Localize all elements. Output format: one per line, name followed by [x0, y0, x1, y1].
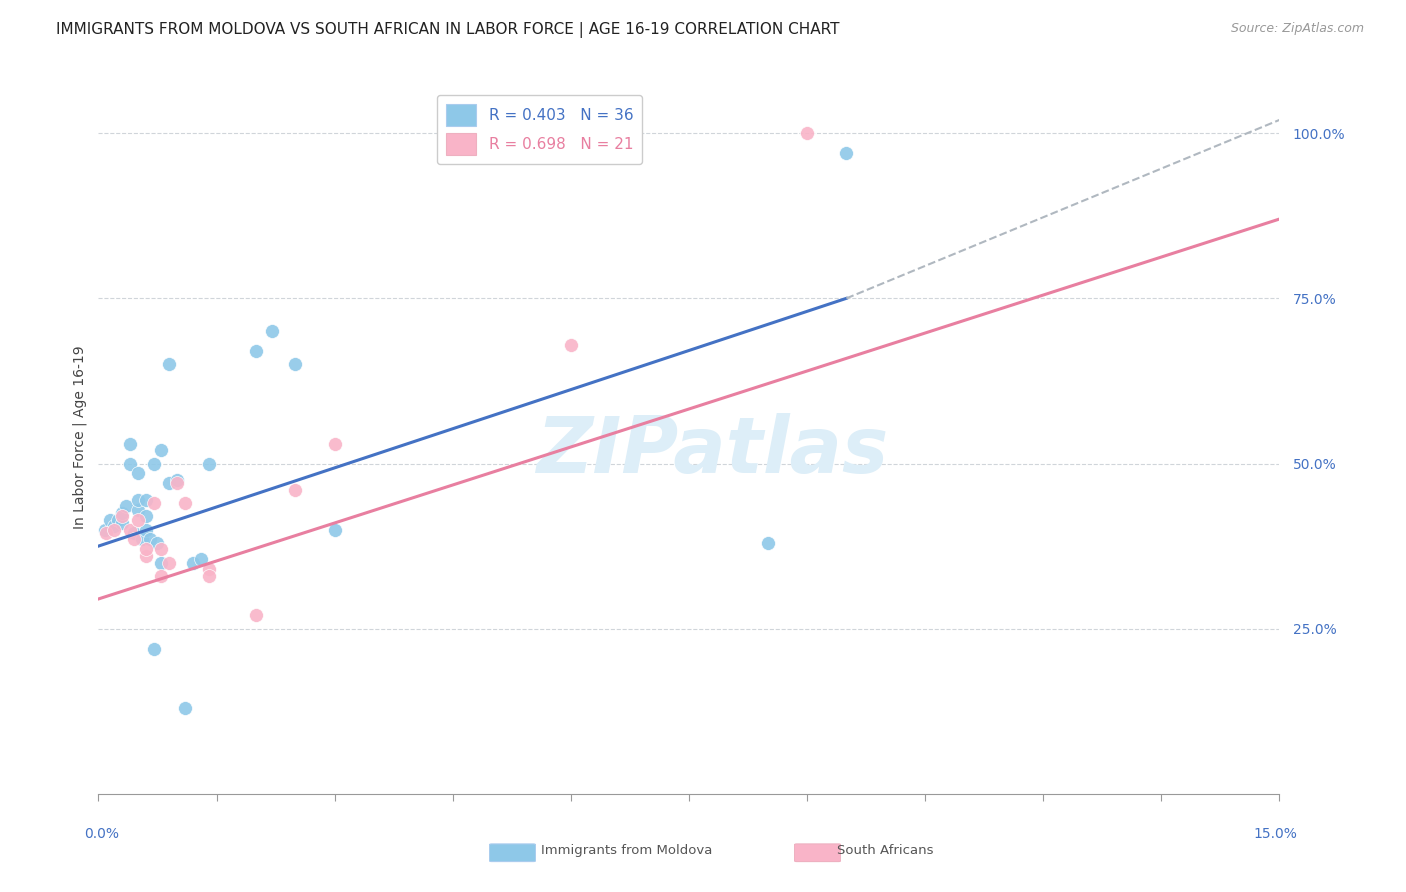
Point	[118, 436, 141, 450]
FancyBboxPatch shape	[794, 844, 841, 862]
Point	[93, 523, 115, 537]
Point	[98, 513, 121, 527]
Point	[142, 641, 165, 656]
Point	[197, 569, 219, 583]
Y-axis label: In Labor Force | Age 16-19: In Labor Force | Age 16-19	[73, 345, 87, 529]
Point	[150, 556, 173, 570]
Point	[118, 457, 141, 471]
Point	[127, 467, 149, 481]
Point	[135, 492, 157, 507]
Point	[111, 506, 134, 520]
Text: IMMIGRANTS FROM MOLDOVA VS SOUTH AFRICAN IN LABOR FORCE | AGE 16-19 CORRELATION : IMMIGRANTS FROM MOLDOVA VS SOUTH AFRICAN…	[56, 22, 839, 38]
Text: South Africans: South Africans	[837, 844, 934, 856]
Point	[103, 519, 125, 533]
Text: Immigrants from Moldova: Immigrants from Moldova	[541, 844, 713, 856]
Point	[107, 513, 129, 527]
Text: Source: ZipAtlas.com: Source: ZipAtlas.com	[1230, 22, 1364, 36]
Point	[157, 476, 180, 491]
Point	[284, 358, 307, 372]
Point	[835, 145, 858, 160]
Point	[197, 562, 219, 576]
Point	[197, 457, 219, 471]
FancyBboxPatch shape	[489, 844, 536, 862]
Point	[560, 337, 582, 351]
Point	[127, 502, 149, 516]
Point	[245, 608, 267, 623]
Point	[142, 496, 165, 510]
Point	[127, 492, 149, 507]
Point	[190, 552, 212, 566]
Point	[323, 523, 346, 537]
Text: ZIPatlas: ZIPatlas	[537, 413, 889, 490]
Point	[131, 533, 153, 547]
Point	[181, 556, 204, 570]
Point	[174, 496, 197, 510]
Legend: R = 0.403   N = 36, R = 0.698   N = 21: R = 0.403 N = 36, R = 0.698 N = 21	[437, 95, 643, 164]
Point	[135, 509, 157, 524]
Point	[135, 523, 157, 537]
Point	[135, 542, 157, 557]
Point	[245, 344, 267, 359]
Point	[127, 513, 149, 527]
Point	[166, 473, 188, 487]
Point	[150, 542, 173, 557]
Point	[157, 556, 180, 570]
Point	[122, 525, 145, 540]
Point	[135, 549, 157, 563]
Point	[111, 509, 134, 524]
Point	[796, 126, 818, 140]
Point	[122, 533, 145, 547]
Point	[157, 358, 180, 372]
Point	[115, 500, 138, 514]
Point	[260, 324, 283, 338]
Text: 15.0%: 15.0%	[1253, 827, 1298, 841]
Point	[138, 533, 160, 547]
Point	[150, 443, 173, 458]
Point	[146, 536, 169, 550]
Point	[166, 476, 188, 491]
Point	[323, 436, 346, 450]
Point	[96, 525, 118, 540]
Point	[142, 457, 165, 471]
Point	[756, 536, 779, 550]
Point	[150, 569, 173, 583]
Point	[174, 701, 197, 715]
Point	[284, 483, 307, 497]
Point	[111, 516, 134, 530]
Point	[118, 523, 141, 537]
Point	[103, 523, 125, 537]
Text: 0.0%: 0.0%	[84, 827, 118, 841]
